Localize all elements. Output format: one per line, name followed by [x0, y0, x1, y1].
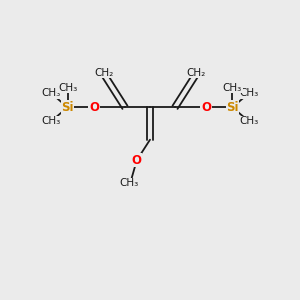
Text: CH₂: CH₂	[186, 68, 205, 78]
Text: Si: Si	[61, 101, 74, 114]
Text: CH₃: CH₃	[223, 83, 242, 93]
Text: Si: Si	[226, 101, 239, 114]
Text: CH₃: CH₃	[239, 116, 258, 127]
Text: O: O	[89, 101, 99, 114]
Text: CH₃: CH₃	[58, 83, 77, 93]
Text: O: O	[201, 101, 211, 114]
Text: CH₃: CH₃	[42, 116, 61, 127]
Text: O: O	[132, 154, 142, 167]
Text: CH₃: CH₃	[120, 178, 139, 188]
Text: CH₃: CH₃	[42, 88, 61, 98]
Text: CH₃: CH₃	[239, 88, 258, 98]
Text: CH₂: CH₂	[95, 68, 114, 78]
